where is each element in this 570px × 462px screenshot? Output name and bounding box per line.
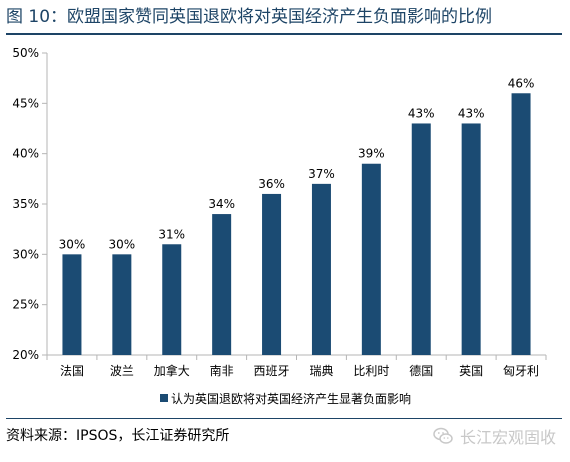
bar [311,183,331,355]
watermark: 长江宏观固收 [432,424,556,448]
data-label: 37% [308,167,335,181]
y-tick-label: 45% [12,96,39,110]
bar [62,254,82,355]
x-tick-label: 德国 [409,363,433,378]
wechat-icon [433,427,453,444]
bar-chart: 20% 25% 30% 35% 40% 45% 50% 30% 法国 30% 波兰 31% 加拿大 34%… [12,46,547,406]
data-label: 39% [358,147,385,161]
x-tick-label: 英国 [459,364,483,378]
bar [112,254,132,355]
bar [411,123,431,355]
x-tick-label: 波兰 [110,364,134,378]
x-tick-label: 匈牙利 [503,364,539,378]
chart-title: 图 10：欧盟国家赞同英国退欧将对英国经济产生负面影响的比例 [6,7,493,27]
y-tick-label: 30% [12,247,39,261]
x-tick-label: 南非 [210,363,234,378]
data-label: 30% [109,237,136,251]
bar [511,93,531,355]
data-label: 43% [458,106,485,120]
x-tick-label: 瑞典 [309,364,333,378]
x-tick-label: 法国 [60,364,84,378]
bar [361,163,381,355]
y-tick-label: 50% [12,46,39,60]
bar [461,123,481,355]
bar [212,214,232,355]
data-label: 30% [59,237,86,251]
data-label: 36% [258,177,285,191]
watermark-text: 长江宏观固收 [459,428,556,447]
x-tick-label: 比利时 [353,364,389,378]
bar [162,244,182,355]
data-label: 31% [158,227,185,241]
data-label: 43% [408,106,435,120]
y-tick-label: 40% [12,147,39,161]
y-tick-label: 35% [12,197,39,211]
x-tick-label: 加拿大 [154,363,190,378]
source-divider [6,418,562,419]
legend-label: 认为英国退欧将对英国经济产生显著负面影响 [171,391,411,406]
source-note: 资料来源：IPSOS，长江证券研究所 [6,428,230,444]
x-tick-label: 西班牙 [254,364,290,378]
y-tick-label: 25% [12,298,39,312]
legend-swatch [160,394,168,402]
bar [262,193,282,355]
title-divider [6,33,562,35]
y-tick-label: 20% [12,348,39,362]
data-label: 34% [208,197,235,211]
data-label: 46% [508,76,535,90]
